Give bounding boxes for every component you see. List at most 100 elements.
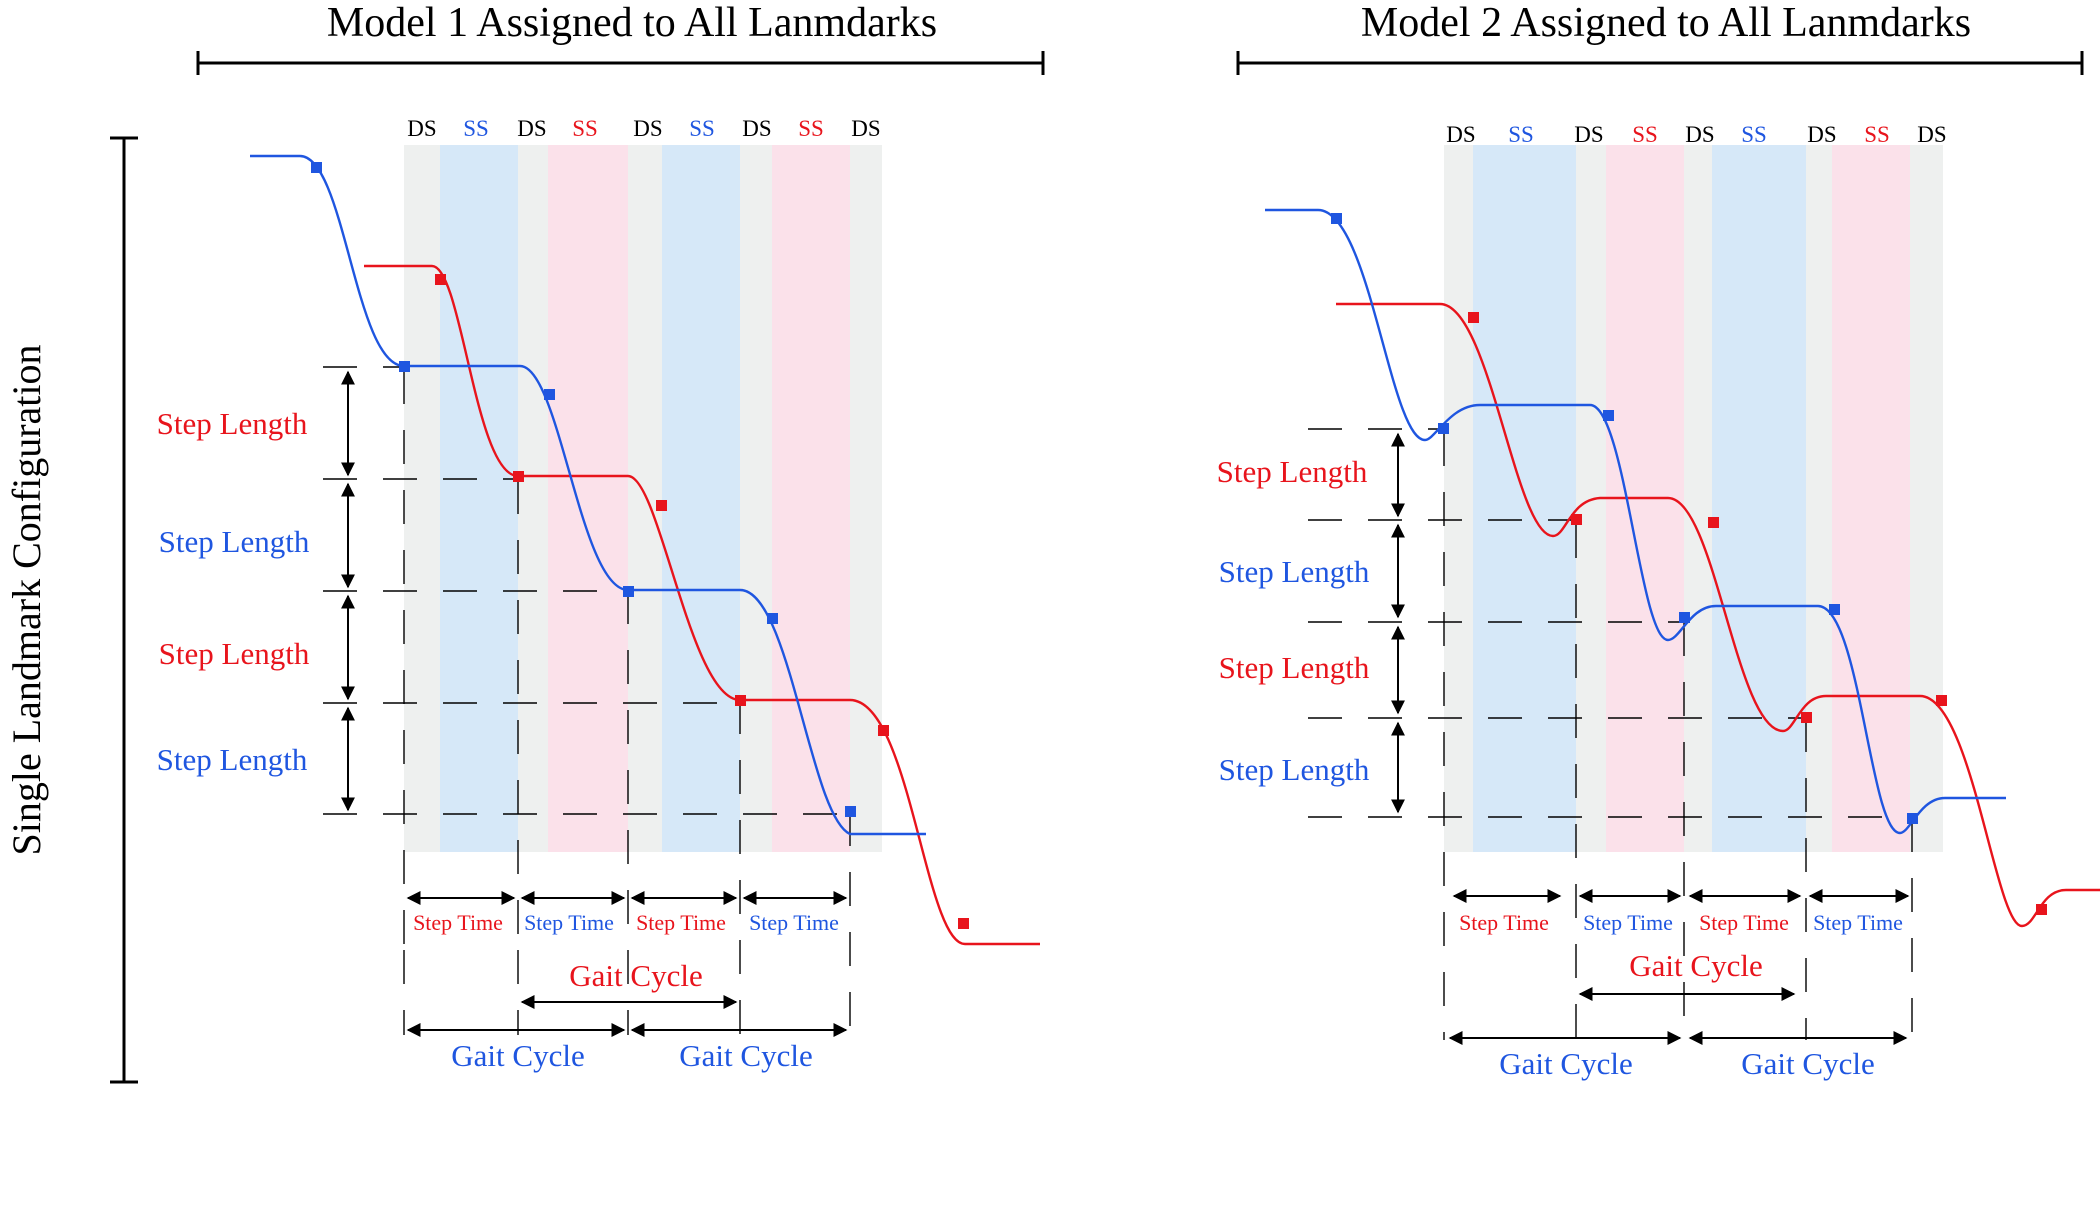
red-heel-strike-marker xyxy=(735,695,746,706)
phase-label: DS xyxy=(851,116,880,141)
ds-band xyxy=(1910,145,1943,852)
panel-1-blue-markers xyxy=(311,162,856,817)
blue-heel-strike-marker xyxy=(311,162,322,173)
phase-label: DS xyxy=(1807,122,1836,147)
phase-label: DS xyxy=(742,116,771,141)
ss-band xyxy=(1473,145,1576,852)
phase-label: DS xyxy=(1446,122,1475,147)
step-time-label: Step Time xyxy=(1459,910,1549,935)
ds-band xyxy=(1444,145,1473,852)
phase-label: DS xyxy=(1917,122,1946,147)
red-heel-strike-marker xyxy=(878,725,889,736)
phase-label: DS xyxy=(633,116,662,141)
blue-heel-strike-marker xyxy=(544,389,555,400)
panel-1-red-markers xyxy=(435,274,969,929)
phase-label: DS xyxy=(1574,122,1603,147)
blue-heel-strike-marker xyxy=(399,361,410,372)
step-length-label: Step Length xyxy=(1217,454,1368,489)
ss-band xyxy=(772,145,850,852)
ss-band xyxy=(662,145,740,852)
ss-band xyxy=(548,145,628,852)
gait-cycle-label: Gait Cycle xyxy=(451,1038,584,1073)
step-length-label: Step Length xyxy=(157,406,308,441)
panel-1-phase-bands xyxy=(404,145,882,852)
panel-model-2: Model 2 Assigned to All Lanmdarks DS SS … xyxy=(1217,0,2100,1081)
red-heel-strike-marker xyxy=(1468,312,1479,323)
phase-label: DS xyxy=(1685,122,1714,147)
red-heel-strike-marker xyxy=(656,500,667,511)
red-heel-strike-marker xyxy=(1708,517,1719,528)
phase-label: SS xyxy=(463,116,489,141)
phase-label: SS xyxy=(689,116,715,141)
step-length-label: Step Length xyxy=(1219,554,1370,589)
red-heel-strike-marker xyxy=(958,918,969,929)
blue-heel-strike-marker xyxy=(1603,410,1614,421)
panel-1-title-bracket xyxy=(196,51,1045,75)
row-label: Single Landmark Configuration xyxy=(4,344,49,855)
step-length-label: Step Length xyxy=(159,524,310,559)
ss-band xyxy=(1712,145,1806,852)
gait-cycle-label: Gait Cycle xyxy=(1629,948,1762,983)
blue-heel-strike-marker xyxy=(1829,604,1840,615)
red-heel-strike-marker xyxy=(2036,904,2047,915)
phase-label: DS xyxy=(407,116,436,141)
ds-band xyxy=(518,145,548,852)
row-bracket xyxy=(110,136,138,1084)
step-time-label: Step Time xyxy=(413,910,503,935)
blue-heel-strike-marker xyxy=(1679,612,1690,623)
blue-heel-strike-marker xyxy=(1331,213,1342,224)
ss-band xyxy=(1832,145,1910,852)
step-length-label: Step Length xyxy=(157,742,308,777)
step-time-label: Step Time xyxy=(749,910,839,935)
red-heel-strike-marker xyxy=(1936,695,1947,706)
blue-heel-strike-marker xyxy=(1907,813,1918,824)
panel-1-gait-cycle-arrows xyxy=(406,995,848,1037)
red-foot-trajectory xyxy=(364,264,1040,946)
phase-label: SS xyxy=(1632,122,1658,147)
ds-band xyxy=(850,145,882,852)
panel-2-phase-labels: DS SS DS SS DS SS DS SS DS xyxy=(1446,122,1946,147)
red-heel-strike-marker xyxy=(435,274,446,285)
gait-cycle-label: Gait Cycle xyxy=(569,958,702,993)
step-time-label: Step Time xyxy=(1583,910,1673,935)
phase-label: SS xyxy=(572,116,598,141)
panel-1-guide-lines xyxy=(323,366,851,1035)
ss-band xyxy=(440,145,518,852)
phase-label: DS xyxy=(517,116,546,141)
ds-band xyxy=(404,145,440,852)
panel-1-phase-labels: DS SS DS SS DS SS DS SS DS xyxy=(407,116,880,141)
panel-1-title: Model 1 Assigned to All Lanmdarks xyxy=(327,0,937,46)
panel-2-red-markers xyxy=(1468,312,2047,915)
blue-heel-strike-marker xyxy=(845,806,856,817)
blue-heel-strike-marker xyxy=(1438,423,1449,434)
step-time-label: Step Time xyxy=(524,910,614,935)
step-time-label: Step Time xyxy=(1813,910,1903,935)
red-heel-strike-marker xyxy=(513,471,524,482)
gait-cycle-label: Gait Cycle xyxy=(1741,1046,1874,1081)
ds-band xyxy=(628,145,662,852)
step-length-label: Step Length xyxy=(1219,650,1370,685)
ds-band xyxy=(740,145,772,852)
phase-label: SS xyxy=(1864,122,1890,147)
blue-foot-trajectory xyxy=(1265,208,2006,835)
blue-heel-strike-marker xyxy=(623,586,634,597)
step-length-label: Step Length xyxy=(159,636,310,671)
gait-cycle-label: Gait Cycle xyxy=(1499,1046,1632,1081)
step-length-label: Step Length xyxy=(1219,752,1370,787)
panel-2-blue-markers xyxy=(1331,213,1918,824)
gait-cycle-label: Gait Cycle xyxy=(679,1038,812,1073)
phase-label: SS xyxy=(1508,122,1534,147)
panel-2-guide-lines xyxy=(1308,428,1913,1040)
panel-model-1: Model 1 Assigned to All Lanmdarks DS SS … xyxy=(157,0,1045,1073)
red-heel-strike-marker xyxy=(1571,514,1582,525)
panel-2-title: Model 2 Assigned to All Lanmdarks xyxy=(1361,0,1971,46)
red-foot-trajectory xyxy=(1336,302,2100,928)
panel-2-gait-cycle-arrows xyxy=(1448,987,1908,1045)
phase-label: SS xyxy=(1741,122,1767,147)
ds-band xyxy=(1684,145,1712,852)
blue-heel-strike-marker xyxy=(767,613,778,624)
blue-foot-trajectory xyxy=(250,154,926,836)
step-time-label: Step Time xyxy=(1699,910,1789,935)
